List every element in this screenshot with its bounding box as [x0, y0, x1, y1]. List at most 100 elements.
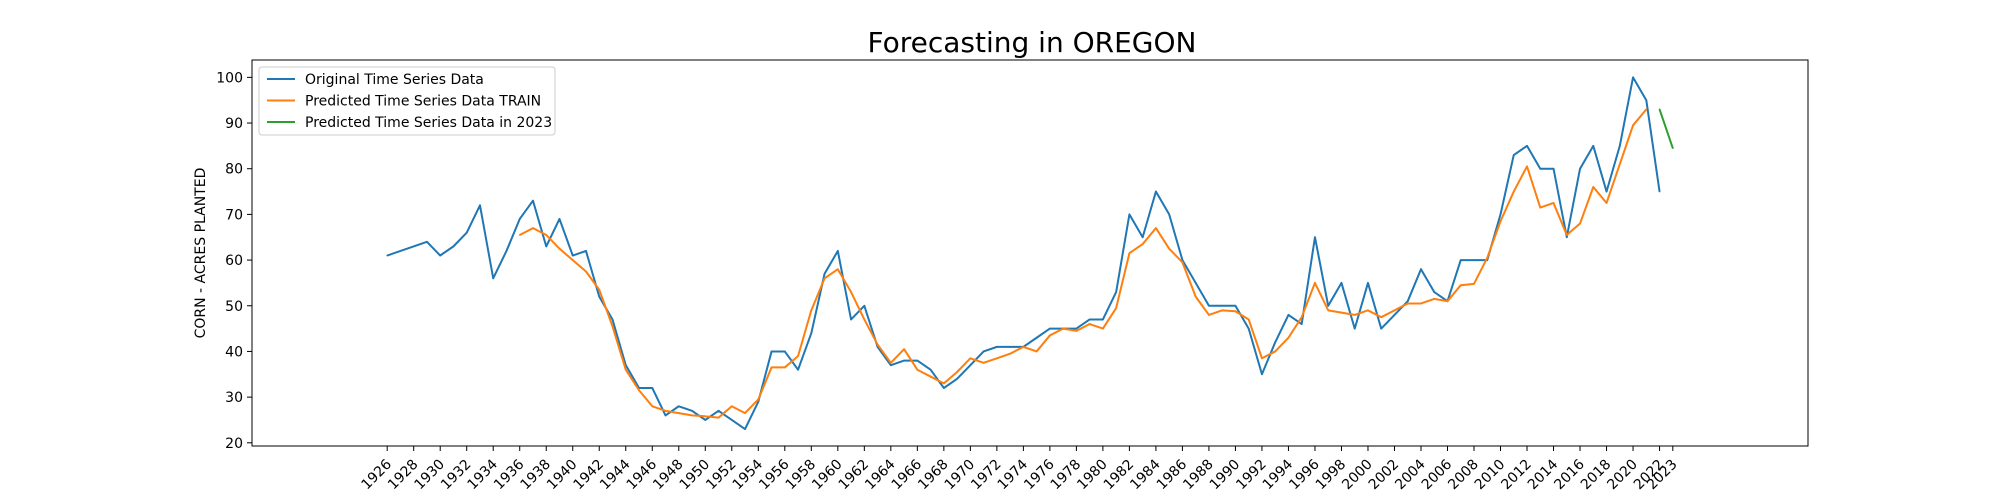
data-point	[1645, 99, 1648, 101]
data-point	[1181, 261, 1184, 264]
data-point	[532, 199, 534, 202]
data-point	[1539, 167, 1542, 170]
data-point	[1539, 206, 1542, 209]
data-point	[744, 428, 746, 430]
data-point	[1565, 236, 1568, 239]
data-point	[1512, 190, 1515, 193]
data-point	[1565, 234, 1568, 236]
data-point	[1168, 213, 1170, 216]
data-point	[1234, 310, 1237, 313]
data-point	[691, 410, 693, 412]
y-tick-label: 90	[225, 116, 243, 132]
data-point	[1499, 213, 1502, 216]
data-point	[1473, 259, 1475, 261]
data-point	[1049, 334, 1051, 337]
data-point	[1632, 124, 1634, 127]
x-axis: 1926192819301932193419361938194019421944…	[359, 446, 1681, 493]
y-tick-label: 80	[225, 162, 243, 178]
data-point	[890, 362, 892, 364]
data-point	[651, 387, 654, 389]
data-point	[1327, 304, 1330, 307]
data-point	[611, 318, 614, 321]
y-tick-label: 100	[216, 70, 243, 86]
data-point	[532, 227, 534, 229]
data-point	[757, 400, 760, 403]
data-point	[1128, 213, 1131, 216]
data-point	[426, 241, 428, 243]
data-point	[982, 362, 985, 364]
data-point	[598, 295, 601, 298]
data-point	[1486, 257, 1489, 259]
data-point	[969, 357, 972, 360]
data-point	[545, 245, 548, 248]
data-point	[823, 277, 826, 280]
data-point	[558, 218, 561, 220]
series-2	[518, 108, 1648, 419]
data-point	[558, 247, 561, 250]
series-3	[1658, 108, 1674, 149]
data-point	[916, 359, 919, 362]
data-point	[1035, 336, 1038, 339]
data-point	[571, 259, 574, 261]
data-point	[1194, 282, 1197, 284]
legend: Original Time Series Data Predicted Time …	[258, 66, 556, 136]
data-point	[1353, 327, 1356, 330]
plot-frame	[251, 59, 1809, 447]
data-point	[1526, 165, 1528, 168]
data-point	[1605, 190, 1608, 193]
data-point	[1141, 243, 1144, 245]
data-point	[1605, 202, 1608, 204]
data-point	[956, 378, 958, 380]
data-point	[704, 415, 707, 418]
data-point	[1128, 252, 1131, 255]
data-point	[1619, 145, 1621, 147]
data-point	[730, 419, 733, 421]
data-point	[1353, 314, 1356, 316]
data-point	[1473, 283, 1475, 285]
data-point	[863, 304, 866, 307]
series-1	[386, 76, 1661, 431]
data-point	[1155, 227, 1157, 229]
legend-entry: Predicted Time Series Data in 2023	[305, 115, 552, 131]
data-point	[1234, 304, 1237, 307]
data-point	[1552, 202, 1555, 204]
data-point	[1300, 316, 1303, 318]
y-axis: 20 30 40 50 60 70 80 90 100	[216, 70, 252, 452]
data-point	[863, 318, 866, 321]
data-point	[1208, 304, 1210, 307]
data-point	[1645, 108, 1648, 111]
data-point	[1380, 327, 1383, 330]
data-point	[1459, 284, 1462, 287]
data-point	[465, 231, 468, 234]
data-point	[1579, 167, 1581, 170]
data-point	[1088, 323, 1091, 325]
data-point	[850, 318, 852, 321]
data-point	[638, 389, 640, 392]
series-line	[519, 108, 1648, 419]
y-tick-label: 50	[225, 299, 243, 315]
data-point	[770, 366, 773, 369]
data-point	[1632, 76, 1634, 79]
data-point	[1287, 336, 1290, 339]
data-point	[1221, 309, 1223, 312]
data-point	[1433, 298, 1436, 300]
series-line	[386, 76, 1661, 431]
data-point	[837, 250, 839, 252]
data-point	[677, 412, 680, 414]
series-line	[1658, 109, 1674, 149]
data-point	[876, 343, 879, 346]
y-tick-label: 70	[225, 207, 243, 223]
data-point	[717, 410, 720, 412]
data-point	[1658, 190, 1661, 193]
data-point	[1380, 316, 1383, 318]
data-point	[956, 371, 958, 373]
data-point	[1102, 318, 1104, 321]
data-point	[1155, 190, 1157, 193]
data-point	[823, 272, 826, 275]
data-point	[1406, 300, 1409, 302]
data-point	[1062, 327, 1064, 330]
data-point	[598, 288, 601, 291]
data-point	[1181, 259, 1184, 261]
data-point	[1208, 314, 1210, 316]
legend-entry: Predicted Time Series Data TRAIN	[305, 94, 541, 110]
